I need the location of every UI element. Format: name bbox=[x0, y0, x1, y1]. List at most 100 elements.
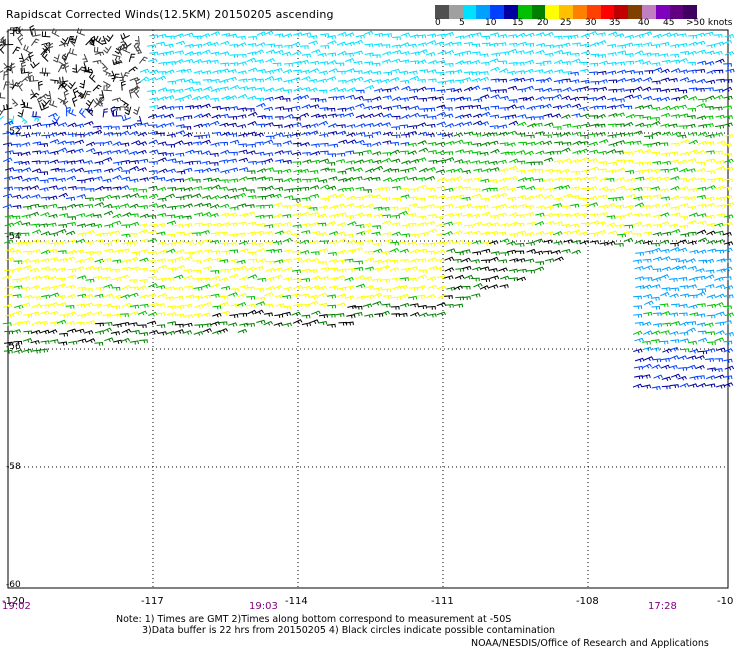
wind-barb bbox=[227, 242, 237, 247]
wind-barb bbox=[488, 187, 498, 192]
wind-barb bbox=[391, 96, 402, 102]
wind-barb bbox=[444, 303, 454, 308]
wind-barb bbox=[373, 122, 384, 128]
wind-barb bbox=[2, 274, 13, 280]
wind-barb bbox=[301, 277, 311, 282]
wind-barb bbox=[391, 313, 400, 317]
wind-barb bbox=[407, 150, 418, 156]
wind-barb bbox=[61, 53, 68, 64]
wind-barb bbox=[239, 276, 249, 281]
wind-barb bbox=[524, 204, 535, 210]
wind-barb bbox=[524, 177, 535, 182]
wind-barb bbox=[561, 51, 572, 56]
wind-barb bbox=[256, 87, 266, 92]
wind-barb bbox=[705, 283, 715, 289]
wind-barb bbox=[247, 221, 257, 226]
wind-barb bbox=[435, 249, 446, 255]
wind-barb bbox=[713, 94, 724, 100]
wind-barb bbox=[659, 188, 669, 193]
wind-barb bbox=[212, 312, 222, 318]
wind-barb bbox=[167, 187, 177, 191]
legend-swatch bbox=[476, 5, 491, 19]
wind-barb bbox=[615, 224, 625, 229]
wind-barb bbox=[317, 98, 327, 103]
wind-barb bbox=[677, 355, 688, 361]
wind-barb bbox=[561, 157, 572, 163]
wind-barb bbox=[210, 194, 220, 200]
wind-barb bbox=[254, 309, 264, 315]
lon-label-120: -120 bbox=[2, 596, 25, 607]
wind-barb bbox=[399, 293, 409, 299]
wind-barb bbox=[90, 35, 97, 47]
wind-barb bbox=[67, 216, 76, 220]
wind-barb bbox=[632, 77, 643, 83]
wind-barb bbox=[524, 68, 534, 74]
wind-barb bbox=[401, 160, 411, 165]
wind-barb bbox=[534, 131, 545, 136]
wind-barb bbox=[436, 33, 446, 38]
wind-barb bbox=[29, 267, 40, 273]
wind-barb bbox=[165, 69, 175, 75]
wind-barb bbox=[389, 206, 399, 211]
wind-barb bbox=[292, 142, 302, 147]
wind-barb bbox=[534, 168, 543, 173]
wind-barb bbox=[30, 238, 40, 244]
wind-barb bbox=[659, 274, 670, 279]
wind-barb bbox=[220, 62, 230, 67]
wind-barb bbox=[156, 75, 167, 81]
wind-barb bbox=[167, 80, 177, 85]
wind-barb bbox=[562, 141, 572, 146]
wind-barb bbox=[112, 141, 122, 147]
wind-barb bbox=[309, 104, 320, 109]
wind-barb bbox=[380, 206, 390, 211]
wind-barb bbox=[724, 312, 735, 318]
wind-barb bbox=[705, 196, 715, 201]
wind-barb bbox=[93, 311, 103, 316]
wind-barb bbox=[327, 123, 338, 128]
wind-barb bbox=[301, 53, 311, 58]
wind-barb bbox=[499, 106, 509, 111]
wind-barb bbox=[590, 220, 600, 226]
wind-barb bbox=[588, 141, 599, 147]
wind-barb bbox=[4, 257, 15, 262]
wind-barb bbox=[382, 214, 391, 219]
wind-barb bbox=[85, 188, 95, 192]
wind-barb bbox=[193, 249, 203, 255]
wind-barb bbox=[553, 35, 563, 40]
wind-barb bbox=[461, 77, 472, 82]
wind-barb bbox=[472, 104, 482, 109]
wind-barb bbox=[282, 214, 292, 219]
wind-barb bbox=[257, 195, 266, 200]
wind-barb bbox=[112, 313, 122, 318]
wind-barb bbox=[436, 302, 447, 307]
wind-barb bbox=[56, 267, 66, 272]
wind-barb bbox=[139, 294, 149, 300]
wind-barb bbox=[120, 321, 130, 327]
wind-barb bbox=[543, 178, 554, 183]
wind-barb bbox=[716, 258, 726, 263]
wind-barb bbox=[715, 249, 724, 254]
wind-barb bbox=[670, 373, 681, 379]
wind-barb bbox=[65, 230, 76, 236]
wind-barb bbox=[202, 222, 212, 227]
wind-barb bbox=[418, 97, 427, 102]
wind-barb bbox=[22, 348, 33, 354]
wind-barb bbox=[20, 286, 31, 291]
wind-barb bbox=[660, 196, 670, 201]
wind-barb bbox=[292, 278, 302, 283]
wind-barb bbox=[29, 185, 40, 190]
wind-barb bbox=[183, 275, 194, 280]
wind-barb bbox=[238, 78, 248, 83]
wind-barb bbox=[88, 72, 96, 83]
wind-barb bbox=[47, 267, 57, 273]
wind-barb bbox=[389, 266, 400, 272]
wind-barb bbox=[203, 249, 213, 254]
wind-barb bbox=[479, 204, 489, 210]
wind-barb bbox=[436, 141, 446, 147]
wind-barb bbox=[671, 258, 680, 263]
wind-barb bbox=[175, 240, 185, 245]
wind-barb bbox=[364, 134, 374, 139]
wind-barb bbox=[48, 232, 59, 237]
wind-barb bbox=[74, 123, 85, 128]
wind-barb bbox=[147, 76, 157, 82]
